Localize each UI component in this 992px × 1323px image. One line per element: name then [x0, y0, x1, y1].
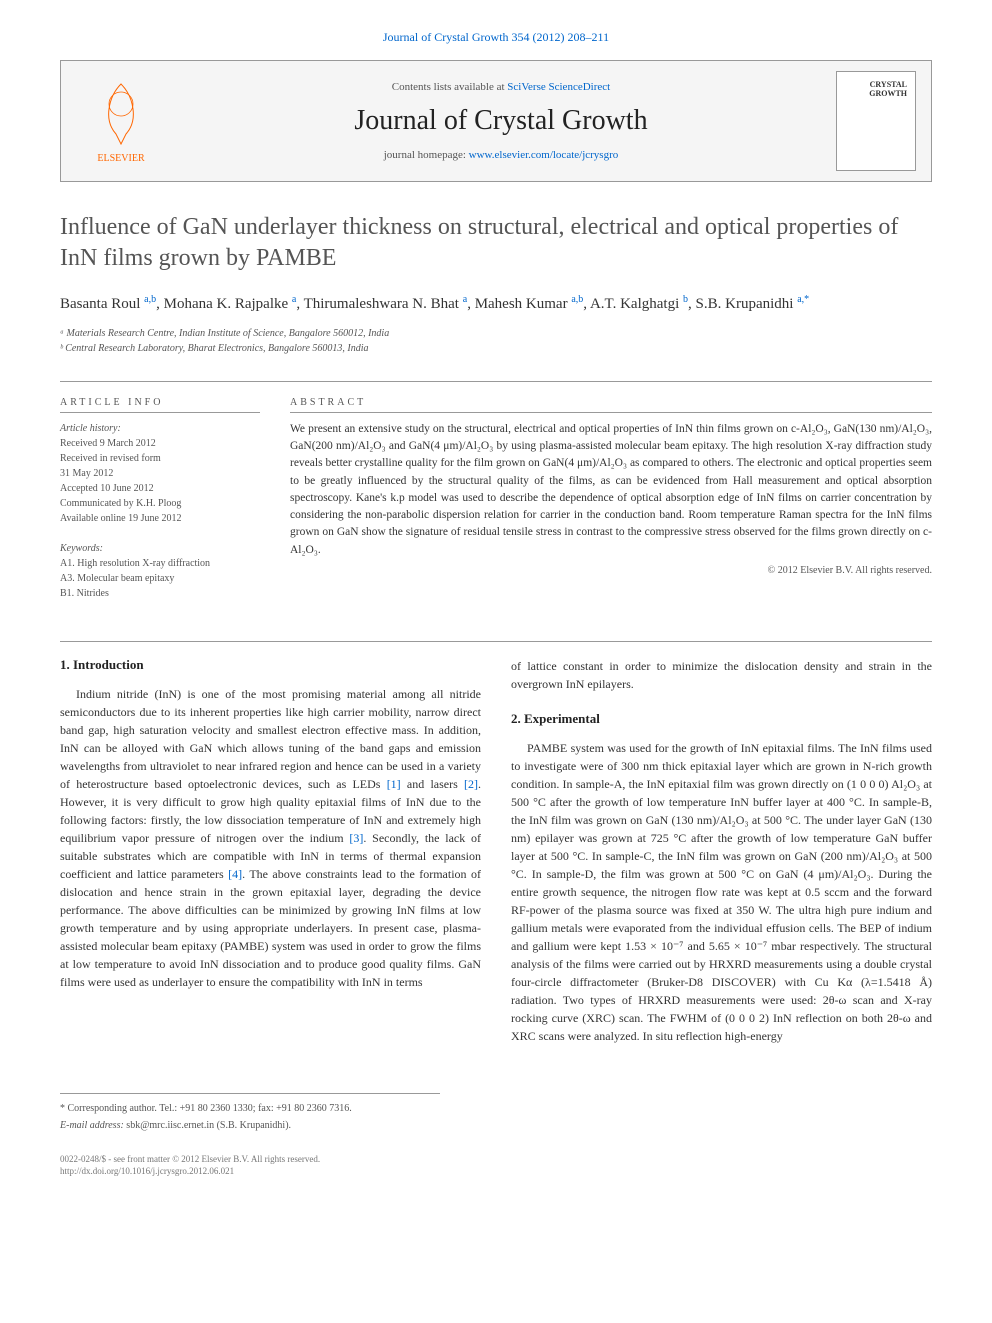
citation-link[interactable]: [1]: [387, 777, 401, 791]
email-line: E-mail address: sbk@mrc.iisc.ernet.in (S…: [60, 1119, 440, 1133]
contents-line: Contents lists available at SciVerse Sci…: [186, 81, 816, 93]
citation-link[interactable]: [4]: [228, 867, 242, 881]
homepage-link[interactable]: www.elsevier.com/locate/jcrysgro: [469, 149, 619, 161]
footnote: * Corresponding author. Tel.: +91 80 236…: [60, 1093, 440, 1133]
left-column: 1. Introduction Indium nitride (InN) is …: [60, 657, 481, 1053]
elsevier-text: ELSEVIER: [97, 153, 144, 164]
sciencedirect-link[interactable]: SciVerse ScienceDirect: [507, 81, 610, 93]
corresponding-author: * Corresponding author. Tel.: +91 80 236…: [60, 1102, 440, 1116]
abstract-copyright: © 2012 Elsevier B.V. All rights reserved…: [290, 565, 932, 576]
keywords-label: Keywords:: [60, 541, 260, 556]
citation-link[interactable]: [3]: [349, 831, 363, 845]
divider: [60, 641, 932, 642]
journal-title: Journal of Crystal Growth: [186, 105, 816, 137]
intro-tail: of lattice constant in order to minimize…: [511, 657, 932, 693]
issn-line: 0022-0248/$ - see front matter © 2012 El…: [60, 1153, 932, 1166]
body-columns: 1. Introduction Indium nitride (InN) is …: [60, 657, 932, 1053]
authors-list: Basanta Roul a,b, Mohana K. Rajpalke a, …: [60, 292, 932, 316]
right-column: of lattice constant in order to minimize…: [511, 657, 932, 1053]
citation-header: Journal of Crystal Growth 354 (2012) 208…: [0, 0, 992, 60]
abstract-heading: ABSTRACT: [290, 397, 932, 413]
elsevier-tree-icon: [91, 79, 151, 149]
journal-banner: ELSEVIER Contents lists available at Sci…: [60, 60, 932, 182]
intro-text: Indium nitride (InN) is one of the most …: [60, 685, 481, 991]
article-info: ARTICLE INFO Article history: Received 9…: [60, 397, 260, 616]
keywords-block: Keywords: A1. High resolution X-ray diff…: [60, 541, 260, 601]
doi-line: http://dx.doi.org/10.1016/j.jcrysgro.201…: [60, 1165, 932, 1178]
exp-heading: 2. Experimental: [511, 711, 932, 727]
citation-link[interactable]: [2]: [464, 777, 478, 791]
affiliations: ᵃ Materials Research Centre, Indian Inst…: [60, 326, 932, 356]
info-abstract-row: ARTICLE INFO Article history: Received 9…: [60, 397, 932, 616]
article-header: Influence of GaN underlayer thickness on…: [60, 212, 932, 356]
cover-text: CRYSTAL GROWTH: [841, 80, 911, 98]
info-heading: ARTICLE INFO: [60, 397, 260, 413]
journal-center: Contents lists available at SciVerse Sci…: [166, 81, 836, 161]
journal-cover-thumb: CRYSTAL GROWTH: [836, 71, 916, 171]
citation-link[interactable]: Journal of Crystal Growth 354 (2012) 208…: [383, 30, 609, 44]
history-label: Article history:: [60, 421, 260, 436]
exp-text: PAMBE system was used for the growth of …: [511, 739, 932, 1045]
abstract-text: We present an extensive study on the str…: [290, 421, 932, 559]
abstract-column: ABSTRACT We present an extensive study o…: [290, 397, 932, 616]
divider: [60, 381, 932, 382]
homepage-line: journal homepage: www.elsevier.com/locat…: [186, 149, 816, 161]
article-title: Influence of GaN underlayer thickness on…: [60, 212, 932, 274]
elsevier-logo: ELSEVIER: [76, 71, 166, 171]
intro-heading: 1. Introduction: [60, 657, 481, 673]
publication-info: 0022-0248/$ - see front matter © 2012 El…: [60, 1153, 932, 1178]
history-block: Article history: Received 9 March 2012Re…: [60, 421, 260, 526]
